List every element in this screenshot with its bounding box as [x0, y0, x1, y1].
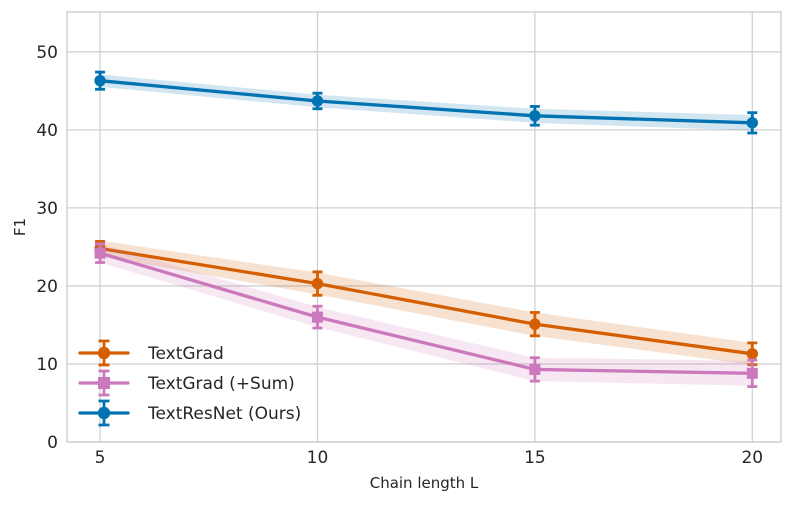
data-point-circle [94, 74, 106, 87]
legend-marker-circle [97, 406, 111, 420]
legend-marker-circle [97, 346, 111, 360]
data-point-square [94, 247, 106, 259]
legend-label: TextResNet (Ours) [147, 404, 301, 424]
y-tick-label: 0 [47, 433, 58, 453]
data-point-square [529, 363, 541, 375]
series-line [98, 246, 754, 356]
legend-item-textgrad-sum: TextGrad (+Sum) [78, 369, 295, 397]
y-tick-label: 50 [36, 43, 58, 63]
series-line [98, 79, 754, 125]
data-point-circle [529, 318, 541, 330]
series-line [98, 251, 754, 375]
y-tick-label: 30 [36, 199, 58, 219]
tick-labels: 0 10 20 30 40 50 5 10 15 20 [36, 43, 763, 468]
legend-item-textgrad: TextGrad [78, 339, 224, 367]
x-tick-label: 10 [307, 448, 329, 468]
y-tick-label: 10 [36, 355, 58, 375]
x-tick-label: 20 [741, 448, 763, 468]
y-axis-label: F1 [11, 218, 29, 236]
plot-border [66, 11, 782, 443]
series-layer [94, 70, 759, 388]
legend-item-textresnet-ours: TextResNet (Ours) [78, 399, 301, 427]
data-point-square [311, 311, 323, 323]
data-point-circle [746, 348, 759, 360]
y-tick-label: 40 [36, 121, 58, 141]
series-textgrad-sum [94, 242, 758, 388]
data-point-circle [311, 95, 324, 107]
series-textresnet-ours [94, 70, 759, 135]
data-point-circle [311, 277, 324, 290]
data-point-circle [746, 117, 759, 129]
data-point-circle [529, 110, 541, 122]
x-tick-label: 15 [524, 448, 546, 468]
confidence-band [100, 74, 753, 131]
legend-marker-square [98, 377, 110, 389]
x-axis-label: Chain length L [370, 474, 479, 492]
legend-label: TextGrad [147, 344, 224, 364]
legend: TextGrad TextGrad (+Sum) TextResNet (Ours) [78, 339, 301, 427]
data-point-square [746, 367, 758, 379]
x-tick-label: 5 [95, 448, 106, 468]
legend-label: TextGrad (+Sum) [147, 374, 295, 394]
y-tick-label: 20 [36, 277, 58, 297]
